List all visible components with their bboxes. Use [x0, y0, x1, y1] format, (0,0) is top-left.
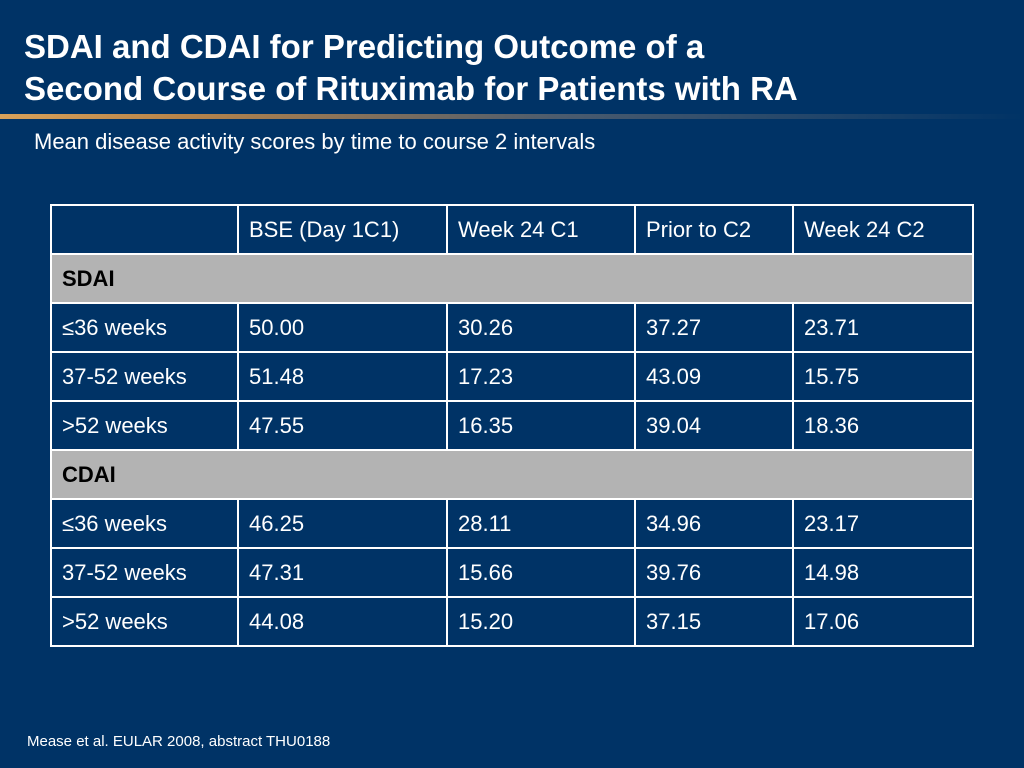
table-row: ≤36 weeks 50.00 30.26 37.27 23.71: [50, 302, 974, 353]
table-cell: 39.04: [634, 400, 794, 451]
table-cell: 37.27: [634, 302, 794, 353]
header-cell-prior-c2: Prior to C2: [634, 204, 794, 255]
row-label: ≤36 weeks: [50, 498, 239, 549]
table-cell: 15.66: [446, 547, 636, 598]
table-cell: 30.26: [446, 302, 636, 353]
slide-title-line-2: Second Course of Rituximab for Patients …: [24, 70, 798, 107]
table-cell: 47.31: [237, 547, 448, 598]
table-cell: 23.17: [792, 498, 974, 549]
table-cell: 28.11: [446, 498, 636, 549]
row-label: 37-52 weeks: [50, 547, 239, 598]
table-cell: 43.09: [634, 351, 794, 402]
section-label: SDAI: [50, 253, 974, 304]
table-row: 37-52 weeks 47.31 15.66 39.76 14.98: [50, 547, 974, 598]
table-header-row: BSE (Day 1C1) Week 24 C1 Prior to C2 Wee…: [50, 204, 974, 255]
table-cell: 46.25: [237, 498, 448, 549]
slide-title-line-1: SDAI and CDAI for Predicting Outcome of …: [24, 28, 705, 65]
slide-title: SDAI and CDAI for Predicting Outcome of …: [24, 26, 1004, 110]
title-divider: [0, 114, 1024, 119]
row-label: 37-52 weeks: [50, 351, 239, 402]
header-cell-bse: BSE (Day 1C1): [237, 204, 448, 255]
table-cell: 15.75: [792, 351, 974, 402]
table-row: >52 weeks 47.55 16.35 39.04 18.36: [50, 400, 974, 451]
table-cell: 16.35: [446, 400, 636, 451]
header-cell-week24-c1: Week 24 C1: [446, 204, 636, 255]
table-cell: 37.15: [634, 596, 794, 647]
table-cell: 15.20: [446, 596, 636, 647]
section-label: CDAI: [50, 449, 974, 500]
table-cell: 34.96: [634, 498, 794, 549]
section-row-cdai: CDAI: [50, 449, 974, 500]
table-cell: 44.08: [237, 596, 448, 647]
table-cell: 50.00: [237, 302, 448, 353]
row-label: >52 weeks: [50, 400, 239, 451]
table-cell: 47.55: [237, 400, 448, 451]
header-cell-week24-c2: Week 24 C2: [792, 204, 974, 255]
table-cell: 23.71: [792, 302, 974, 353]
table-row: ≤36 weeks 46.25 28.11 34.96 23.17: [50, 498, 974, 549]
slide-subtitle: Mean disease activity scores by time to …: [34, 129, 596, 154]
row-label: >52 weeks: [50, 596, 239, 647]
table-row: >52 weeks 44.08 15.20 37.15 17.06: [50, 596, 974, 647]
disease-activity-table: BSE (Day 1C1) Week 24 C1 Prior to C2 Wee…: [50, 204, 974, 647]
table-cell: 51.48: [237, 351, 448, 402]
table-cell: 18.36: [792, 400, 974, 451]
header-cell-corner: [50, 204, 239, 255]
table-cell: 14.98: [792, 547, 974, 598]
table-cell: 17.06: [792, 596, 974, 647]
table-cell: 17.23: [446, 351, 636, 402]
table-cell: 39.76: [634, 547, 794, 598]
table-row: 37-52 weeks 51.48 17.23 43.09 15.75: [50, 351, 974, 402]
section-row-sdai: SDAI: [50, 253, 974, 304]
row-label: ≤36 weeks: [50, 302, 239, 353]
citation-footnote: Mease et al. EULAR 2008, abstract THU018…: [27, 733, 331, 750]
